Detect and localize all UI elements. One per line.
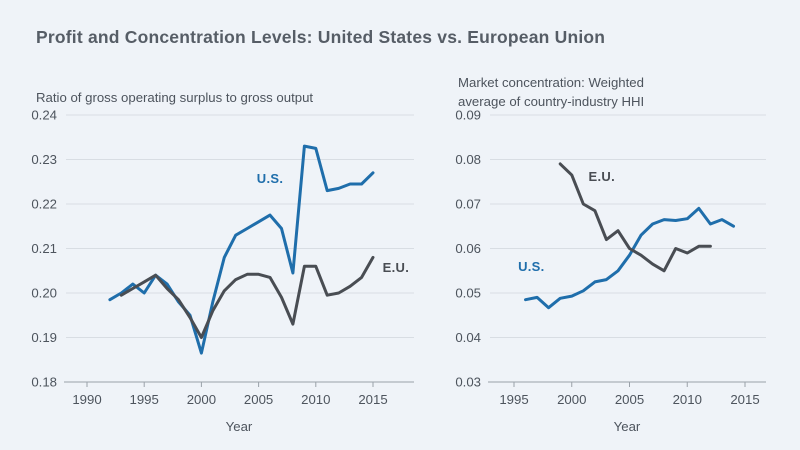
- chart-subtitle: Ratio of gross operating surplus to gros…: [36, 90, 313, 105]
- y-tick-label: 0.07: [455, 197, 481, 212]
- x-tick-label: 1990: [72, 392, 101, 407]
- x-tick-label: 2005: [244, 392, 273, 407]
- eu-series-label: E.U.: [383, 260, 409, 275]
- y-tick-label: 0.18: [31, 375, 57, 390]
- y-tick-label: 0.21: [31, 241, 57, 256]
- x-axis-title: Year: [226, 419, 253, 434]
- x-tick-label: 2015: [358, 392, 387, 407]
- y-tick-label: 0.04: [455, 330, 481, 345]
- x-tick-label: 2000: [557, 392, 586, 407]
- x-axis-title: Year: [614, 419, 641, 434]
- y-tick-label: 0.23: [31, 152, 57, 167]
- x-tick-label: 2010: [301, 392, 330, 407]
- y-tick-label: 0.08: [455, 152, 481, 167]
- y-tick-label: 0.05: [455, 286, 481, 301]
- y-tick-label: 0.19: [31, 330, 57, 345]
- x-tick-label: 1995: [130, 392, 159, 407]
- eu-series-line: [119, 255, 375, 339]
- y-tick-label: 0.24: [31, 108, 57, 123]
- us-series-label: U.S.: [257, 171, 283, 186]
- us-series-label: U.S.: [518, 259, 544, 274]
- x-tick-label: 1995: [499, 392, 528, 407]
- chart-subtitle: Market concentration: Weighted: [458, 75, 644, 90]
- chart-subtitle: average of country-industry HHI: [458, 94, 644, 109]
- eu-series-label: E.U.: [589, 169, 615, 184]
- y-tick-label: 0.09: [455, 108, 481, 123]
- x-tick-label: 2010: [673, 392, 702, 407]
- y-tick-label: 0.22: [31, 197, 57, 212]
- y-tick-label: 0.20: [31, 286, 57, 301]
- us-series-line: [108, 144, 375, 355]
- x-tick-label: 2015: [730, 392, 759, 407]
- us-series-line: [524, 206, 735, 310]
- eu-series-line: [558, 162, 712, 273]
- y-tick-label: 0.03: [455, 375, 481, 390]
- y-tick-label: 0.06: [455, 241, 481, 256]
- x-tick-label: 2000: [187, 392, 216, 407]
- x-tick-label: 2005: [615, 392, 644, 407]
- figure-title: Profit and Concentration Levels: United …: [36, 27, 606, 47]
